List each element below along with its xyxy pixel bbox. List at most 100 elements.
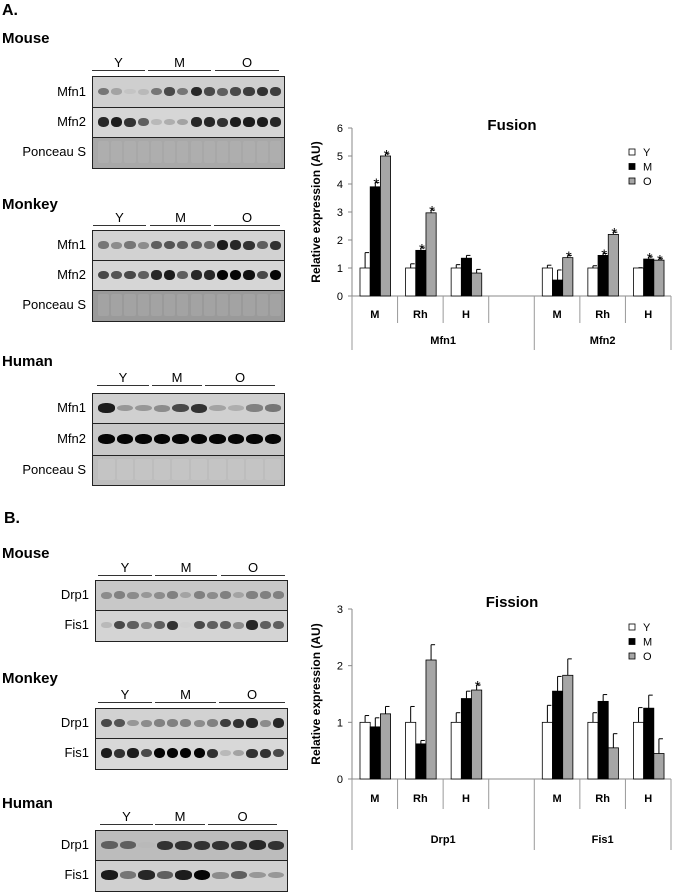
blot-band — [219, 591, 232, 599]
blot-band — [111, 88, 123, 95]
blot-band — [137, 88, 149, 95]
age-group-header: Y — [100, 809, 153, 825]
legend-swatch-y — [628, 148, 636, 156]
blot-band — [216, 87, 229, 96]
blot-band — [167, 719, 179, 727]
blot-band — [135, 459, 152, 480]
blot-band — [230, 294, 242, 316]
blot-band — [193, 748, 205, 758]
significance-marker: * — [475, 678, 481, 695]
blot-band — [175, 870, 192, 880]
blot-row-label: Fis1 — [64, 867, 89, 882]
y-tick-label: 2 — [337, 661, 343, 673]
blot-band — [127, 591, 139, 599]
bar-y — [450, 721, 462, 780]
blot-band — [203, 294, 215, 316]
blot-band — [119, 871, 136, 879]
blot-row — [96, 611, 287, 641]
blot-band — [180, 591, 192, 599]
blot-band — [193, 719, 205, 727]
blot-band — [256, 270, 268, 280]
age-group-header: O — [215, 55, 279, 71]
blot-band — [150, 119, 163, 125]
bar-m — [369, 726, 381, 780]
blot-band — [259, 748, 271, 758]
y-axis-label: Relative expression (AU) — [309, 623, 323, 764]
blot-band — [267, 871, 284, 879]
blot-band — [135, 434, 152, 444]
y-tick-label: 5 — [337, 151, 343, 163]
blot-band — [216, 270, 229, 280]
blot-band — [233, 749, 245, 757]
blot-band — [127, 719, 139, 727]
legend-label: M — [643, 162, 652, 174]
blot-band — [243, 87, 255, 96]
blot-band — [137, 118, 149, 126]
bar-m — [552, 279, 564, 297]
chart-title: Fission — [486, 594, 539, 611]
blot-row — [96, 861, 287, 891]
blot-band — [137, 271, 149, 279]
x-category-label: Rh — [413, 793, 428, 805]
blot-band — [233, 591, 245, 599]
blot-band — [243, 117, 255, 127]
x-category-label: Rh — [413, 309, 428, 321]
bar-y — [541, 721, 553, 780]
blot-band — [243, 270, 255, 280]
blot-band — [164, 141, 176, 163]
bar-o — [562, 674, 574, 780]
blot-band — [203, 87, 215, 96]
blot-band — [227, 404, 244, 412]
blot-band — [219, 621, 232, 629]
y-tick-label: 3 — [337, 207, 343, 219]
bar-m — [597, 700, 609, 780]
bar-y — [633, 721, 645, 780]
blot-band — [190, 270, 202, 280]
blot-band — [269, 240, 281, 250]
blot-band — [172, 434, 189, 444]
blot-row — [93, 138, 284, 168]
blot-band — [98, 241, 110, 249]
panel-label-b: B. — [4, 510, 20, 527]
blot-band — [249, 840, 266, 850]
blot-row-label: Mfn1 — [57, 400, 86, 415]
blot-band — [206, 719, 218, 727]
blot-band — [150, 270, 163, 280]
blot-band — [137, 241, 149, 249]
blot-band — [190, 141, 202, 163]
bar-o — [607, 234, 619, 297]
blot-band — [246, 718, 258, 728]
blot-band — [175, 840, 192, 850]
age-group-header: Y — [93, 210, 146, 226]
species-title: Mouse — [2, 545, 50, 562]
blot-band — [212, 871, 229, 879]
blot-band — [156, 871, 173, 879]
blot-band — [269, 117, 281, 127]
blot-band — [114, 748, 126, 758]
bar-m — [415, 743, 427, 780]
age-group-header: M — [155, 560, 217, 576]
blot-band — [137, 141, 149, 163]
blot-band — [138, 870, 155, 880]
x-group-label: Mfn1 — [430, 335, 456, 347]
blot-image — [95, 708, 288, 770]
blot-band — [230, 117, 242, 127]
bar-y — [450, 267, 462, 297]
blot-band — [246, 748, 258, 758]
blot-band — [259, 719, 271, 727]
bar-m — [460, 698, 472, 780]
blot-band — [190, 459, 207, 480]
blot-band — [193, 870, 210, 880]
blot-band — [264, 434, 281, 444]
blot-band — [190, 241, 202, 249]
blot-band — [256, 87, 268, 96]
blot-row-label: Drp1 — [60, 837, 89, 852]
x-category-label: Rh — [595, 793, 610, 805]
blot-band — [264, 404, 281, 412]
age-group-header: M — [155, 687, 216, 703]
blot-band — [114, 591, 126, 599]
blot-band — [164, 87, 176, 96]
x-category-label: H — [462, 309, 470, 321]
species-title: Human — [2, 795, 53, 812]
blot-image — [92, 230, 285, 322]
